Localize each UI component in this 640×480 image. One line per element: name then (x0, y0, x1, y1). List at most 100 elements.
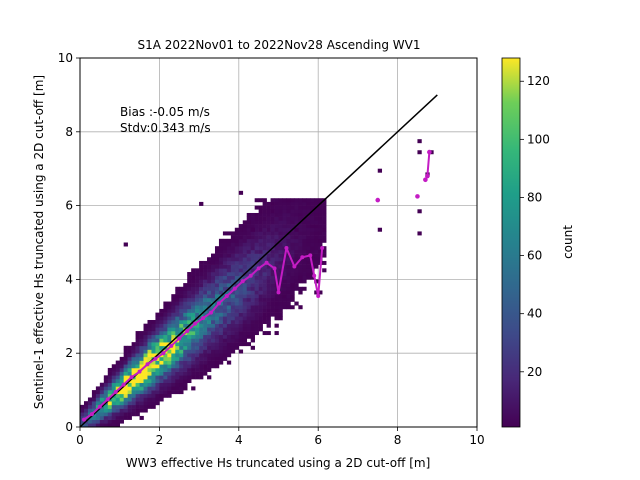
heatmap-cell (306, 272, 311, 277)
heatmap-cell (262, 286, 267, 291)
heatmap-cell (91, 404, 97, 409)
heatmap-cell (306, 246, 311, 251)
heatmap-cell (302, 238, 307, 243)
mean-curve-point (153, 356, 158, 361)
heatmap-cell (306, 238, 311, 243)
heatmap-cell (274, 238, 279, 243)
heatmap-cell (175, 312, 180, 317)
heatmap-cell (151, 345, 156, 350)
heatmap-cell (246, 224, 252, 229)
heatmap-cell (262, 246, 267, 251)
heatmap-cell (183, 312, 188, 317)
heatmap-cell (199, 201, 204, 206)
heatmap-cell (230, 305, 236, 310)
heatmap-cell (270, 257, 275, 262)
heatmap-cell (119, 393, 124, 398)
heatmap-cell (238, 338, 244, 343)
heatmap-cell (171, 379, 176, 384)
heatmap-cell (222, 349, 228, 354)
heatmap-cell (306, 257, 311, 262)
heatmap-cell (294, 301, 299, 306)
heatmap-cell (310, 238, 315, 243)
heatmap-cell (254, 297, 259, 302)
heatmap-cell (183, 386, 188, 391)
heatmap-cell (211, 294, 216, 299)
heatmap-cell (80, 408, 85, 413)
heatmap-cell (131, 404, 136, 409)
heatmap-cell (115, 360, 120, 365)
heatmap-cell (199, 308, 204, 313)
heatmap-cell (80, 412, 85, 417)
heatmap-cell (115, 415, 120, 420)
heatmap-cell (187, 312, 192, 317)
heatmap-cell (250, 235, 255, 240)
heatmap-cell (214, 305, 220, 310)
heatmap-cell (246, 238, 252, 243)
heatmap-cell (199, 297, 204, 302)
y-tick-label: 4 (65, 272, 73, 286)
heatmap-cell (238, 294, 244, 299)
heatmap-cell (155, 393, 160, 398)
heatmap-cell (230, 308, 236, 313)
heatmap-cell (218, 297, 224, 302)
heatmap-cell (230, 338, 236, 343)
heatmap-cell (179, 345, 184, 350)
heatmap-cell (314, 290, 319, 295)
heatmap-cell (187, 283, 192, 288)
heatmap-cell (286, 209, 291, 214)
heatmap-cell (222, 342, 228, 347)
heatmap-cell (115, 371, 120, 376)
heatmap-cell (195, 286, 200, 291)
heatmap-cell (282, 279, 287, 284)
heatmap-cell (155, 401, 160, 406)
heatmap-cell (246, 249, 252, 254)
heatmap-cell (167, 353, 172, 358)
heatmap-cell (135, 382, 140, 387)
heatmap-cell (183, 345, 188, 350)
heatmap-cell (266, 242, 271, 247)
heatmap-cell (199, 371, 204, 376)
heatmap-cell (294, 216, 299, 221)
heatmap-cell (151, 382, 156, 387)
heatmap-cell (214, 249, 220, 254)
heatmap-cell (266, 227, 271, 232)
heatmap-cell (171, 327, 176, 332)
heatmap-cell (218, 260, 224, 265)
heatmap-cell (187, 367, 192, 372)
heatmap-cell (246, 319, 252, 324)
heatmap-cell (199, 272, 204, 277)
heatmap-cell (310, 227, 315, 232)
heatmap-cell (298, 279, 303, 284)
heatmap-cell (417, 209, 422, 214)
heatmap-cell (302, 212, 307, 217)
heatmap-cell (195, 275, 200, 280)
heatmap-cell (155, 327, 160, 332)
heatmap-cell (143, 371, 148, 376)
heatmap-cell (139, 364, 144, 369)
heatmap-cell (262, 201, 267, 206)
heatmap-cell (310, 253, 315, 258)
heatmap-cell (254, 238, 259, 243)
heatmap-cell (302, 235, 307, 240)
heatmap-cell (143, 360, 148, 365)
heatmap-cell (207, 375, 212, 380)
heatmap-cell (234, 246, 240, 251)
heatmap-cell (322, 238, 327, 243)
heatmap-cell (203, 367, 208, 372)
heatmap-cell (298, 198, 303, 203)
heatmap-cell (250, 331, 255, 336)
heatmap-cell (242, 327, 248, 332)
heatmap-cell (171, 386, 176, 391)
heatmap-cell (266, 294, 271, 299)
heatmap-cell (278, 294, 283, 299)
heatmap-cell (258, 308, 263, 313)
heatmap-cell (211, 360, 216, 365)
heatmap-cell (183, 290, 188, 295)
heatmap-cell (99, 401, 105, 406)
heatmap-cell (123, 242, 128, 247)
heatmap-cell (234, 305, 240, 310)
heatmap-cell (298, 201, 303, 206)
heatmap-cell (187, 279, 192, 284)
heatmap-cell (211, 257, 216, 262)
